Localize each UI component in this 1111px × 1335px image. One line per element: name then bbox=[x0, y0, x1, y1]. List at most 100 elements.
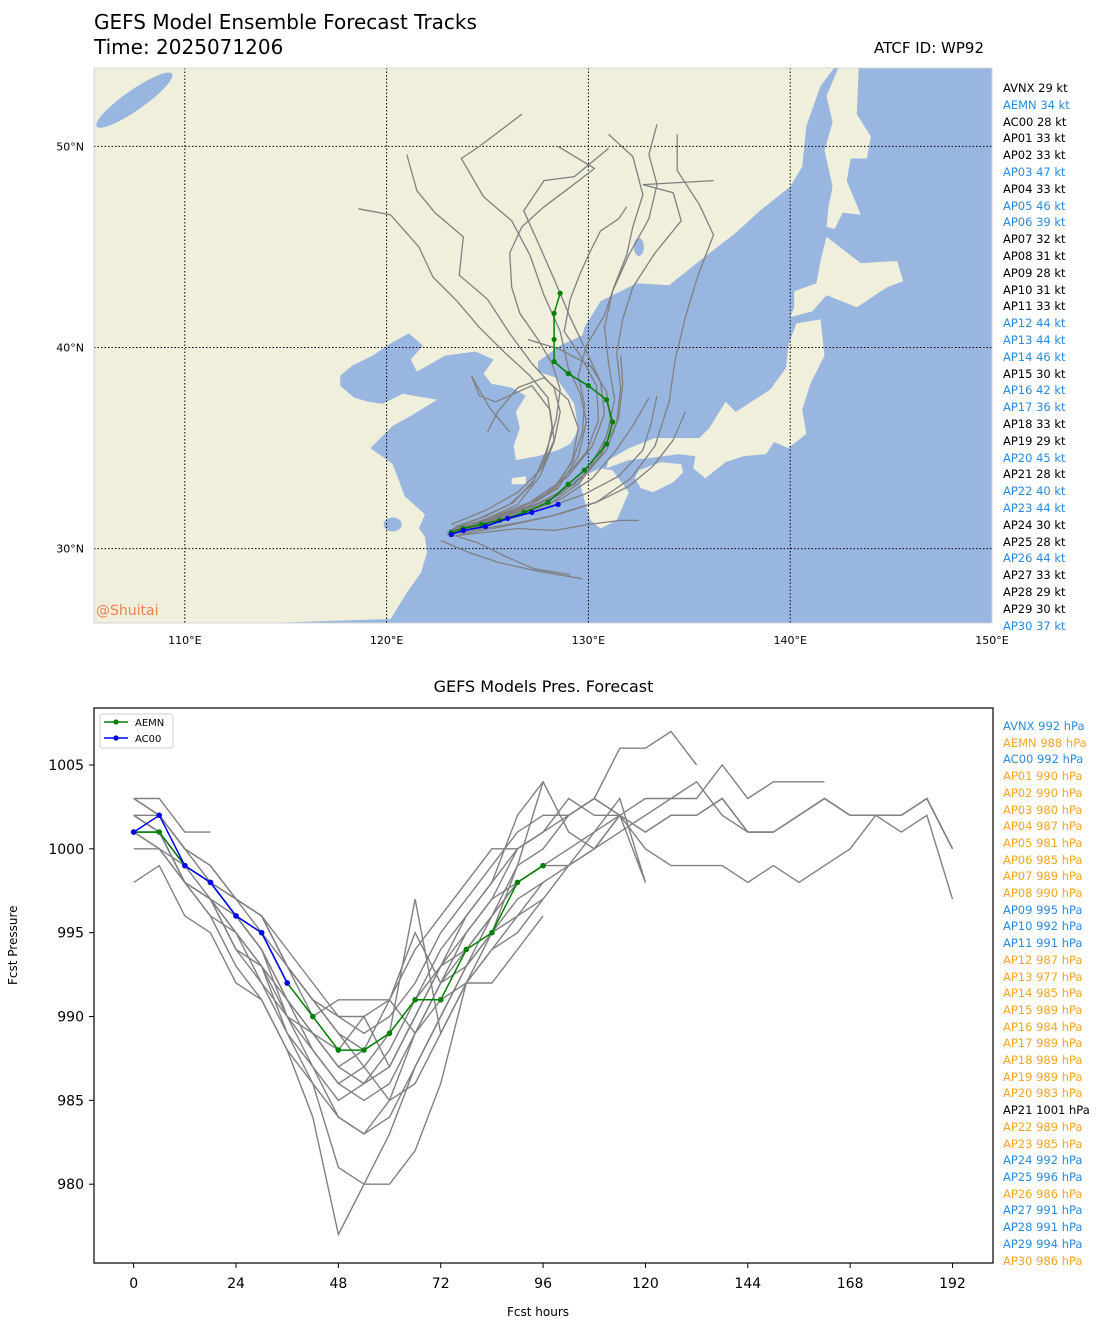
baikal-lake bbox=[96, 72, 173, 128]
wind-list-item: AP27 33 kt bbox=[1003, 568, 1066, 583]
pressure-list-item: AP10 992 hPa bbox=[1003, 919, 1083, 934]
wind-list-item: AP28 29 kt bbox=[1003, 584, 1066, 599]
tracks bbox=[358, 113, 715, 580]
ac00-track-point bbox=[529, 509, 535, 516]
watermark: @Shuitai bbox=[96, 603, 158, 619]
wind-list-item: AP05 46 kt bbox=[1003, 198, 1066, 213]
wind-list-item: AP01 33 kt bbox=[1003, 131, 1066, 146]
member-track bbox=[451, 533, 571, 576]
aemn-track-point bbox=[565, 481, 571, 487]
pressure-list-item: AP23 985 hPa bbox=[1003, 1136, 1083, 1151]
wind-list-item: AVNX 29 kt bbox=[1003, 81, 1068, 95]
wind-list-item: AP30 37 kt bbox=[1003, 618, 1066, 633]
ac00-pressure-point bbox=[156, 812, 163, 819]
ac00-track-point bbox=[505, 515, 511, 522]
pressure-list-item: AP30 986 hPa bbox=[1003, 1253, 1083, 1268]
continent-land bbox=[94, 68, 835, 623]
pressure-list-item: AP12 987 hPa bbox=[1003, 952, 1083, 967]
x-tick-label: 24 bbox=[227, 1276, 245, 1292]
track-map: 50°N 40°N 30°N 110°E 120°E 130°E 140°E 150°E @Sh… bbox=[56, 67, 1009, 647]
pressure-list-item: AP16 984 hPa bbox=[1003, 1019, 1083, 1034]
member-track bbox=[455, 376, 579, 530]
legend-marker bbox=[113, 735, 119, 741]
pressure-list-item: AP18 989 hPa bbox=[1003, 1053, 1083, 1068]
taihu-lake bbox=[383, 517, 402, 532]
wind-list-item: AP13 44 kt bbox=[1003, 332, 1066, 347]
y-tick-label: 1000 bbox=[48, 842, 84, 858]
y-tick-label: 980 bbox=[57, 1177, 84, 1193]
hokkaido-land bbox=[790, 236, 904, 318]
chart-title: GEFS Model Ensemble Forecast Tracks bbox=[94, 10, 477, 34]
pressure-list-item: AP15 989 hPa bbox=[1003, 1002, 1083, 1017]
pressure-list-item: AP19 989 hPa bbox=[1003, 1069, 1083, 1084]
wind-list-item: AC00 28 kt bbox=[1003, 114, 1067, 129]
pressure-list-item: AP20 983 hPa bbox=[1003, 1086, 1083, 1101]
ac00-track-point bbox=[460, 527, 466, 534]
member-track bbox=[446, 411, 686, 536]
map-layers bbox=[94, 68, 904, 623]
lon-tick-label: 130°E bbox=[572, 634, 605, 647]
aemn-pressure-point bbox=[156, 829, 163, 835]
member-pressure-line bbox=[133, 831, 544, 1085]
pressure-list-item: AP03 980 hPa bbox=[1003, 802, 1083, 817]
forecast-time: Time: 2025071206 bbox=[94, 35, 284, 59]
legend-label: AC00 bbox=[135, 734, 161, 745]
wind-intensity-list: AVNX 29 kt AEMN 34 kt AC00 28 kt AP01 33 kt… bbox=[1003, 80, 1070, 634]
aemn-track-point bbox=[610, 419, 616, 425]
lon-tick-label: 140°E bbox=[773, 634, 806, 647]
wind-list-item: AP24 30 kt bbox=[1003, 517, 1066, 532]
aemn-pressure-point bbox=[386, 1030, 393, 1037]
pressure-list-item: AP17 989 hPa bbox=[1003, 1036, 1083, 1051]
member-pressure-line bbox=[133, 797, 954, 1035]
lat-tick-label: 50°N bbox=[56, 140, 84, 153]
lon-tick-label: 120°E bbox=[370, 634, 403, 647]
member-track bbox=[449, 519, 639, 538]
aemn-track-point bbox=[585, 383, 592, 389]
ac00-track-point bbox=[448, 531, 454, 538]
pressure-list-item: AVNX 992 hPa bbox=[1003, 719, 1085, 733]
wind-list-item: AP25 28 kt bbox=[1003, 534, 1066, 549]
pressure-list-item: AP27 991 hPa bbox=[1003, 1203, 1083, 1218]
wind-list-item: AEMN 34 kt bbox=[1003, 97, 1070, 112]
y-tick-label: 1005 bbox=[48, 758, 84, 774]
ac00-track-point bbox=[555, 501, 561, 507]
ac00-pressure-point bbox=[207, 879, 214, 886]
sakhalin-land bbox=[824, 68, 871, 229]
aemn-track-point bbox=[551, 310, 557, 316]
aemn-track-point bbox=[557, 290, 563, 296]
aemn-track-point bbox=[478, 521, 485, 528]
wind-list-item: AP03 47 kt bbox=[1003, 164, 1066, 179]
ac00-pressure-point bbox=[258, 929, 265, 936]
member-track bbox=[453, 206, 628, 532]
wind-list-item: AP17 36 kt bbox=[1003, 400, 1066, 415]
lon-tick-label: 110°E bbox=[168, 634, 201, 647]
x-tick-label: 96 bbox=[534, 1276, 552, 1292]
pressure-list-item: AP22 989 hPa bbox=[1003, 1119, 1083, 1134]
legend: AEMN AC00 bbox=[99, 713, 174, 749]
wind-list-item: AP02 33 kt bbox=[1003, 148, 1066, 163]
member-pressure-line bbox=[133, 797, 211, 833]
wind-list-item: AP11 33 kt bbox=[1003, 299, 1066, 314]
pressure-list-item: AP11 991 hPa bbox=[1003, 936, 1083, 951]
y-tick-label: 990 bbox=[57, 1010, 84, 1026]
pressure-list-item: AP14 985 hPa bbox=[1003, 986, 1083, 1001]
pressure-list-item: AP08 990 hPa bbox=[1003, 886, 1083, 901]
x-tick-label: 144 bbox=[734, 1276, 761, 1292]
ac00-pressure-point bbox=[130, 829, 137, 835]
x-tick-label: 48 bbox=[329, 1276, 347, 1292]
wind-list-item: AP23 44 kt bbox=[1003, 500, 1066, 515]
shikoku-land bbox=[634, 462, 684, 493]
wind-list-item: AP14 46 kt bbox=[1003, 349, 1066, 364]
y-tick-label: 985 bbox=[57, 1093, 84, 1109]
aemn-track-point bbox=[565, 371, 571, 377]
aemn-pressure-point bbox=[437, 996, 444, 1003]
lat-tick-label: 30°N bbox=[56, 543, 84, 556]
wind-list-item: AP07 32 kt bbox=[1003, 232, 1066, 247]
wind-list-item: AP22 40 kt bbox=[1003, 484, 1066, 499]
aemn-pressure-point bbox=[540, 862, 546, 869]
aemn-track-point bbox=[581, 467, 587, 473]
lon-tick-label: 150°E bbox=[975, 634, 1008, 647]
aemn-pressure-point bbox=[361, 1047, 367, 1053]
plot-area bbox=[93, 707, 994, 1264]
